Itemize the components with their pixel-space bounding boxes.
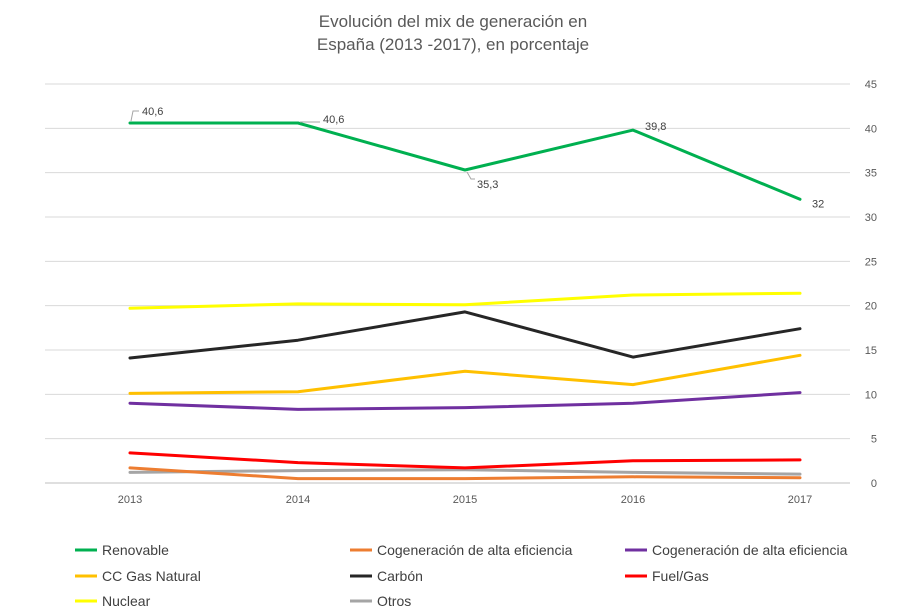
series-line [128, 468, 802, 476]
x-tick-label: 2014 [286, 494, 310, 506]
y-tick-label: 10 [865, 389, 877, 401]
y-tick-label: 35 [865, 168, 877, 180]
legend-label: Cogeneración de alta eficiencia [652, 542, 848, 558]
series-line [128, 353, 802, 395]
series-line [128, 451, 802, 470]
x-tick-label: 2015 [453, 494, 477, 506]
data-label: 35,3 [477, 179, 498, 191]
data-label: 39,8 [645, 121, 666, 133]
legend-label: Fuel/Gas [652, 568, 709, 584]
legend-label: Nuclear [102, 593, 151, 609]
legend-label: Cogeneración de alta eficiencia [377, 542, 573, 558]
y-tick-label: 20 [865, 301, 877, 313]
chart-title-line-2: España (2013 -2017), en porcentaje [317, 35, 589, 54]
y-tick-label: 0 [871, 478, 877, 490]
data-label: 40,6 [323, 114, 344, 126]
chart-title-line-1: Evolución del mix de generación en [319, 12, 587, 31]
legend-item: Cogeneración de alta eficiencia [625, 542, 848, 558]
y-tick-label: 30 [865, 212, 877, 224]
legend-item: CC Gas Natural [75, 568, 201, 584]
legend-item: Fuel/Gas [625, 568, 709, 584]
y-tick-label: 25 [865, 256, 877, 268]
legend-label: CC Gas Natural [102, 568, 201, 584]
series-line [128, 291, 802, 310]
legend-item: Otros [350, 593, 411, 609]
y-tick-label: 5 [871, 434, 877, 446]
series-line [128, 466, 802, 481]
x-tick-label: 2017 [788, 494, 812, 506]
data-label-leader [466, 171, 475, 180]
x-tick-label: 2016 [621, 494, 645, 506]
data-label: 40,6 [142, 106, 163, 118]
x-tick-label: 2013 [118, 494, 142, 506]
legend-label: Otros [377, 593, 411, 609]
legend-item: Carbón [350, 568, 423, 584]
series-line [128, 391, 802, 411]
y-tick-label: 45 [865, 79, 877, 91]
series-line [128, 310, 802, 360]
series-line [128, 121, 802, 201]
legend-item: Cogeneración de alta eficiencia [350, 542, 573, 558]
data-label: 32 [812, 198, 824, 210]
legend-label: Carbón [377, 568, 423, 584]
legend-label: Renovable [102, 542, 169, 558]
y-tick-label: 15 [865, 345, 877, 357]
y-tick-label: 40 [865, 123, 877, 135]
data-label-leader [130, 110, 139, 122]
legend-item: Nuclear [75, 593, 151, 609]
legend-item: Renovable [75, 542, 169, 558]
